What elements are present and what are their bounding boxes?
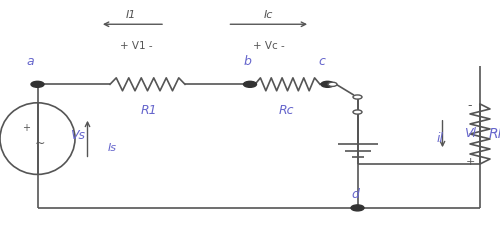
Text: il: il	[436, 132, 444, 145]
Text: Ic: Ic	[264, 10, 273, 20]
Text: ~: ~	[35, 137, 45, 150]
Circle shape	[321, 81, 334, 87]
Text: R1: R1	[140, 104, 158, 117]
Circle shape	[353, 95, 362, 99]
Circle shape	[353, 110, 362, 114]
Circle shape	[328, 82, 337, 86]
Text: Rl: Rl	[488, 127, 500, 141]
Circle shape	[31, 81, 44, 87]
Text: a: a	[26, 55, 34, 68]
Text: d: d	[351, 188, 359, 201]
Text: c: c	[318, 55, 325, 68]
Text: + Vc -: + Vc -	[252, 41, 284, 51]
Text: Vl: Vl	[464, 128, 476, 140]
Circle shape	[244, 81, 256, 87]
Circle shape	[351, 205, 364, 211]
Text: Vs: Vs	[70, 129, 85, 142]
Text: -: -	[468, 99, 472, 112]
Text: Rc: Rc	[278, 104, 294, 117]
Text: b: b	[244, 55, 252, 68]
Text: + V1 -: + V1 -	[120, 41, 152, 51]
Text: I1: I1	[126, 10, 136, 20]
Text: +: +	[22, 123, 30, 133]
Text: Is: Is	[108, 143, 116, 153]
Text: +: +	[466, 157, 474, 167]
